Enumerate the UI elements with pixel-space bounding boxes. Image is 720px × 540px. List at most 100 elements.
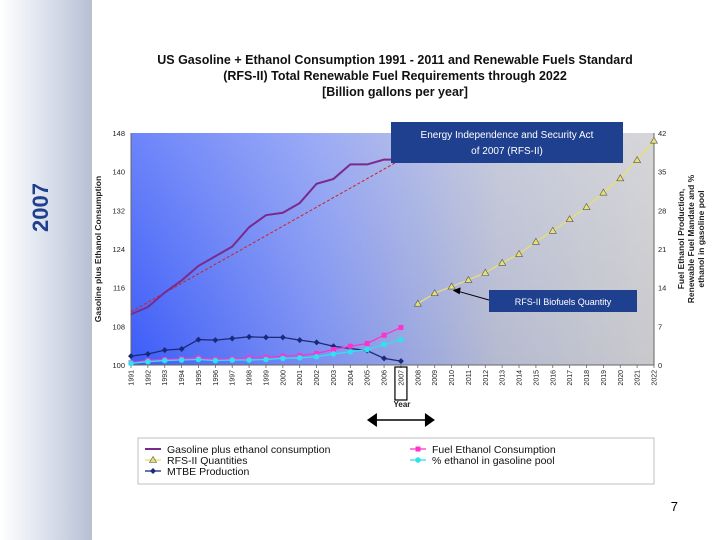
x-axis-label: Year: [393, 400, 410, 409]
series-point: [128, 353, 134, 360]
legend-item: Fuel Ethanol Consumption: [410, 444, 556, 456]
x-tick-label: 2016: [550, 370, 557, 386]
series-point: [314, 350, 320, 356]
y-left-tick-label: 124: [112, 245, 125, 254]
double-arrow-left-head: [366, 413, 377, 427]
y-axis-right-label-line: Renewable Fuel Mandate and %: [686, 174, 696, 303]
double-arrow-right-head: [424, 413, 435, 427]
annotation-rfs-arrow-head: [452, 287, 461, 295]
series-point: [246, 333, 253, 340]
series-point: [313, 353, 320, 360]
x-tick-label: 2008: [415, 370, 422, 386]
series-point: [582, 202, 591, 210]
series-point: [531, 237, 540, 245]
series-point: [381, 341, 387, 348]
series-point: [246, 357, 252, 363]
legend-swatch-marker: [415, 457, 421, 463]
y-axis-right-label-line: ethanol in gasoline pool: [696, 190, 706, 287]
legend-item: % ethanol in gasoline pool: [410, 455, 555, 467]
series-point: [313, 339, 320, 346]
x-axis-double-arrow: [366, 413, 435, 427]
series-point: [195, 336, 202, 343]
legend-label: % ethanol in gasoline pool: [432, 455, 555, 467]
series-line: [130, 158, 401, 316]
legend-item: Gasoline plus ethanol consumption: [145, 444, 331, 456]
series-point: [161, 357, 168, 364]
y-right-tick-label: 42: [658, 129, 666, 138]
series-gasoline-plus-ethanol-consumption: [130, 158, 401, 316]
series-point: [481, 268, 490, 276]
annotation-eisa-line-2: of 2007 (RFS-II): [471, 146, 543, 157]
y-right-tick-label: 14: [658, 284, 666, 293]
x-tick-label: 2021: [635, 370, 642, 386]
series-point: [498, 258, 507, 266]
x-tick-label: 1995: [196, 370, 203, 386]
x-tick-label: 2013: [500, 370, 507, 386]
series-point: [398, 336, 404, 343]
series-point: [347, 343, 353, 349]
y-left-tick-label: 100: [112, 361, 125, 370]
series-point: [296, 355, 303, 361]
chart-title-line-1: US Gasoline + Ethanol Consumption 1991 -…: [157, 53, 633, 67]
x-tick-label: 1997: [230, 370, 237, 386]
y-right-tick-label: 21: [658, 245, 666, 254]
series-point: [296, 337, 303, 344]
y-left-tick-label: 108: [112, 322, 125, 331]
x-tick-label: 2014: [517, 370, 524, 386]
series-point: [144, 350, 151, 357]
series-mtbe-production: [128, 333, 404, 365]
y-right-tick-label: 28: [658, 206, 666, 215]
x-tick-label: 1992: [145, 370, 152, 386]
annotation-rfs-arrow-line: [458, 290, 490, 301]
legend-swatch-marker: [150, 468, 156, 474]
series-point: [413, 299, 422, 307]
series-point: [212, 337, 219, 344]
x-tick-label: 2005: [365, 370, 372, 386]
x-tick-label: 2015: [533, 370, 540, 386]
y-axis-right-label-line: Fuel Ethanol Production,: [676, 189, 686, 290]
x-tick-label: 2012: [483, 370, 490, 386]
series--ethanol-in-gasoline-pool: [128, 336, 404, 367]
y-left-tick-label: 116: [113, 284, 125, 293]
series-point: [616, 174, 625, 182]
series-point: [330, 347, 336, 353]
x-tick-label: 2011: [466, 370, 473, 385]
series-point: [330, 351, 337, 357]
legend-item: MTBE Production: [145, 466, 249, 478]
x-tick-label: 2002: [314, 370, 321, 386]
x-tick-label: 2001: [297, 370, 304, 386]
series-point: [178, 357, 185, 363]
y-left-tick-label: 148: [112, 129, 125, 138]
series-point: [599, 188, 608, 196]
series-point: [279, 334, 286, 341]
series-point: [229, 335, 236, 342]
x-tick-label: 1991: [129, 370, 136, 386]
series-rfs-ii-quantities: [413, 136, 659, 307]
annotation-box-rfs: [489, 290, 637, 312]
legend-item: RFS-II Quantities: [145, 455, 248, 467]
y-left-tick-label: 132: [112, 206, 125, 215]
series-point: [229, 357, 236, 363]
legend-swatch-marker: [148, 455, 158, 463]
series-point: [464, 275, 473, 283]
annotation-eisa-line-1: Energy Independence and Security Act: [421, 130, 594, 141]
y-right-tick-label: 7: [658, 322, 662, 331]
x-tick-label: 1999: [263, 370, 270, 386]
series-point: [381, 355, 388, 362]
chart-title-line-2: (RFS-II) Total Renewable Fuel Requiremen…: [223, 69, 567, 83]
series-point: [430, 289, 439, 296]
x-tick-label: 1993: [162, 370, 169, 386]
x-tick-label: 2017: [567, 370, 574, 386]
legend-label: Fuel Ethanol Consumption: [432, 444, 556, 456]
y-axis-left-label: Gasoline plus Ethanol Consumption: [93, 176, 103, 322]
x-tick-label: 2000: [280, 370, 287, 386]
series-point: [397, 358, 404, 365]
y-right-tick-label: 0: [658, 361, 662, 370]
series-point: [649, 136, 659, 144]
x-tick-label: 1996: [213, 370, 220, 386]
series-point: [381, 332, 387, 338]
side-band: [0, 0, 92, 540]
legend-label: RFS-II Quantities: [167, 455, 248, 467]
series-point: [515, 249, 524, 257]
series-point: [161, 347, 168, 354]
